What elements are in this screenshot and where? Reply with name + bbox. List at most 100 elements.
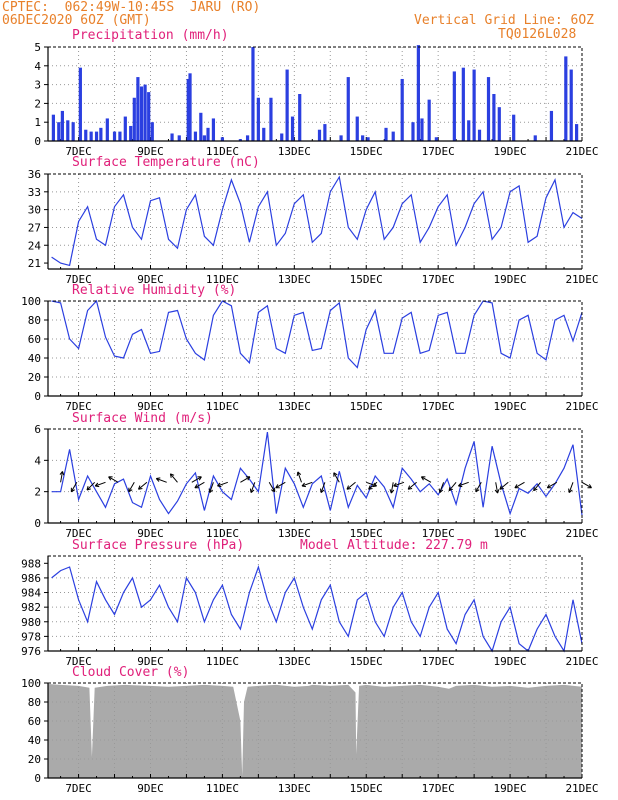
wind-arrow [368, 481, 378, 490]
wind-arrow [128, 482, 135, 493]
humidity-xtick-label: 11DEC [206, 400, 239, 413]
wind-arrow [194, 481, 205, 489]
wind-ytick-label: 0 [34, 517, 41, 530]
pressure-xtick-label: 15DEC [350, 655, 383, 668]
precip-xtick-label: 15DEC [350, 145, 383, 158]
pressure-ytick-label: 988 [21, 557, 41, 570]
humidity-ytick-label: 40 [28, 352, 41, 365]
precip-bar [193, 131, 198, 141]
temperature-frame [47, 173, 583, 270]
precip-ytick-label: 1 [34, 116, 41, 129]
wind-arrow [568, 482, 574, 493]
humidity-title: Relative Humidity (%) [72, 283, 237, 298]
precip-xtick-label: 7DEC [65, 145, 92, 158]
precip-bar [569, 69, 573, 141]
humidity-xtick-label: 17DEC [422, 400, 455, 413]
temperature-title: Surface Temperature (nC) [72, 155, 260, 170]
temperature-line [51, 175, 583, 267]
wind-arrow [407, 481, 417, 490]
wind-arrow [138, 481, 148, 490]
wind-arrow [275, 481, 286, 489]
precip-bar [139, 86, 144, 141]
wind-arrow [499, 481, 509, 490]
cloud-xtick-label: 19DEC [494, 782, 527, 795]
precip-bar [497, 107, 501, 141]
temperature-ytick-label: 27 [28, 221, 41, 234]
precip-bar [105, 118, 109, 141]
wind-arrow [155, 477, 167, 483]
wind-xtick-label: 9DEC [137, 527, 164, 540]
wind-arrow [448, 481, 457, 492]
cloud-title: Cloud Cover (%) [72, 665, 190, 680]
wind-arrow [191, 476, 202, 483]
wind-arrow [70, 482, 78, 493]
precip-bar [118, 131, 122, 141]
wind-arrow [86, 481, 96, 491]
temperature-xtick-label: 7DEC [65, 273, 92, 286]
precip-bar [71, 122, 75, 141]
temperature-xtick-label: 19DEC [494, 273, 527, 286]
precip-bar [84, 129, 88, 141]
precip-bar [177, 135, 181, 141]
precip-bar [132, 97, 136, 141]
precip-bar [384, 127, 388, 141]
precip-bar [170, 133, 174, 141]
precip-xtick-label: 11DEC [206, 145, 239, 158]
cloud-xtick-label: 13DEC [278, 782, 311, 795]
pressure-xtick-label: 13DEC [278, 655, 311, 668]
wind-arrow [581, 481, 592, 489]
cloud-xtick-label: 9DEC [137, 782, 164, 795]
pressure-xtick-label: 21DEC [565, 655, 598, 668]
wind-arrow [320, 482, 326, 493]
precip-bar [575, 124, 579, 141]
precip-bar [57, 122, 61, 141]
grid-line-note: Vertical Grid Line: 6OZ [414, 13, 595, 28]
precip-bar [461, 67, 465, 141]
wind-ytick-label: 4 [34, 454, 41, 467]
cloud-xtick-label: 15DEC [350, 782, 383, 795]
wind-xtick-label: 19DEC [494, 527, 527, 540]
precip-bar [564, 56, 568, 141]
wind-xtick-label: 17DEC [422, 527, 455, 540]
humidity-ytick-label: 60 [28, 333, 41, 346]
wind-line [51, 432, 583, 516]
cloud-ytick-label: 100 [21, 677, 41, 690]
pressure-ytick-label: 984 [21, 587, 41, 600]
humidity-frame [47, 300, 583, 397]
precip-bar [361, 135, 365, 141]
humidity-ytick-label: 0 [34, 390, 41, 403]
cloud-xtick-label: 11DEC [206, 782, 239, 795]
precip-ytick-label: 5 [34, 41, 41, 54]
precip-xtick-label: 19DEC [494, 145, 527, 158]
model-altitude-note: Model Altitude: 227.79 m [300, 538, 488, 553]
product-code: TQ0126L028 [498, 27, 577, 42]
wind-ytick-label: 6 [34, 423, 41, 436]
wind-arrow [533, 481, 541, 492]
cloud-xtick-label: 7DEC [65, 782, 92, 795]
precip-bar [199, 112, 203, 141]
wind-xtick-label: 7DEC [65, 527, 92, 540]
precip-bar [262, 127, 266, 141]
temperature-xtick-label: 17DEC [422, 273, 455, 286]
pressure-ytick-label: 982 [21, 601, 41, 614]
wind-xtick-label: 13DEC [278, 527, 311, 540]
wind-arrow [389, 482, 395, 494]
precip-frame [47, 46, 583, 142]
wind-arrow [494, 482, 500, 494]
wind-xtick-label: 21DEC [565, 527, 598, 540]
precip-ytick-label: 0 [34, 135, 41, 148]
wind-arrow [475, 482, 482, 493]
precip-bar [123, 116, 127, 141]
wind-ytick-label: 2 [34, 486, 41, 499]
precip-bar [60, 110, 64, 141]
wind-arrow [94, 481, 106, 488]
wind-arrow [217, 481, 228, 488]
precip-bar [355, 116, 359, 141]
precip-bar [188, 73, 192, 141]
precip-bar [147, 92, 151, 141]
wind-arrow [301, 481, 313, 488]
precip-title: Precipitation (mm/h) [72, 28, 229, 43]
precip-xtick-label: 9DEC [137, 145, 164, 158]
precip-ytick-label: 3 [34, 79, 41, 92]
